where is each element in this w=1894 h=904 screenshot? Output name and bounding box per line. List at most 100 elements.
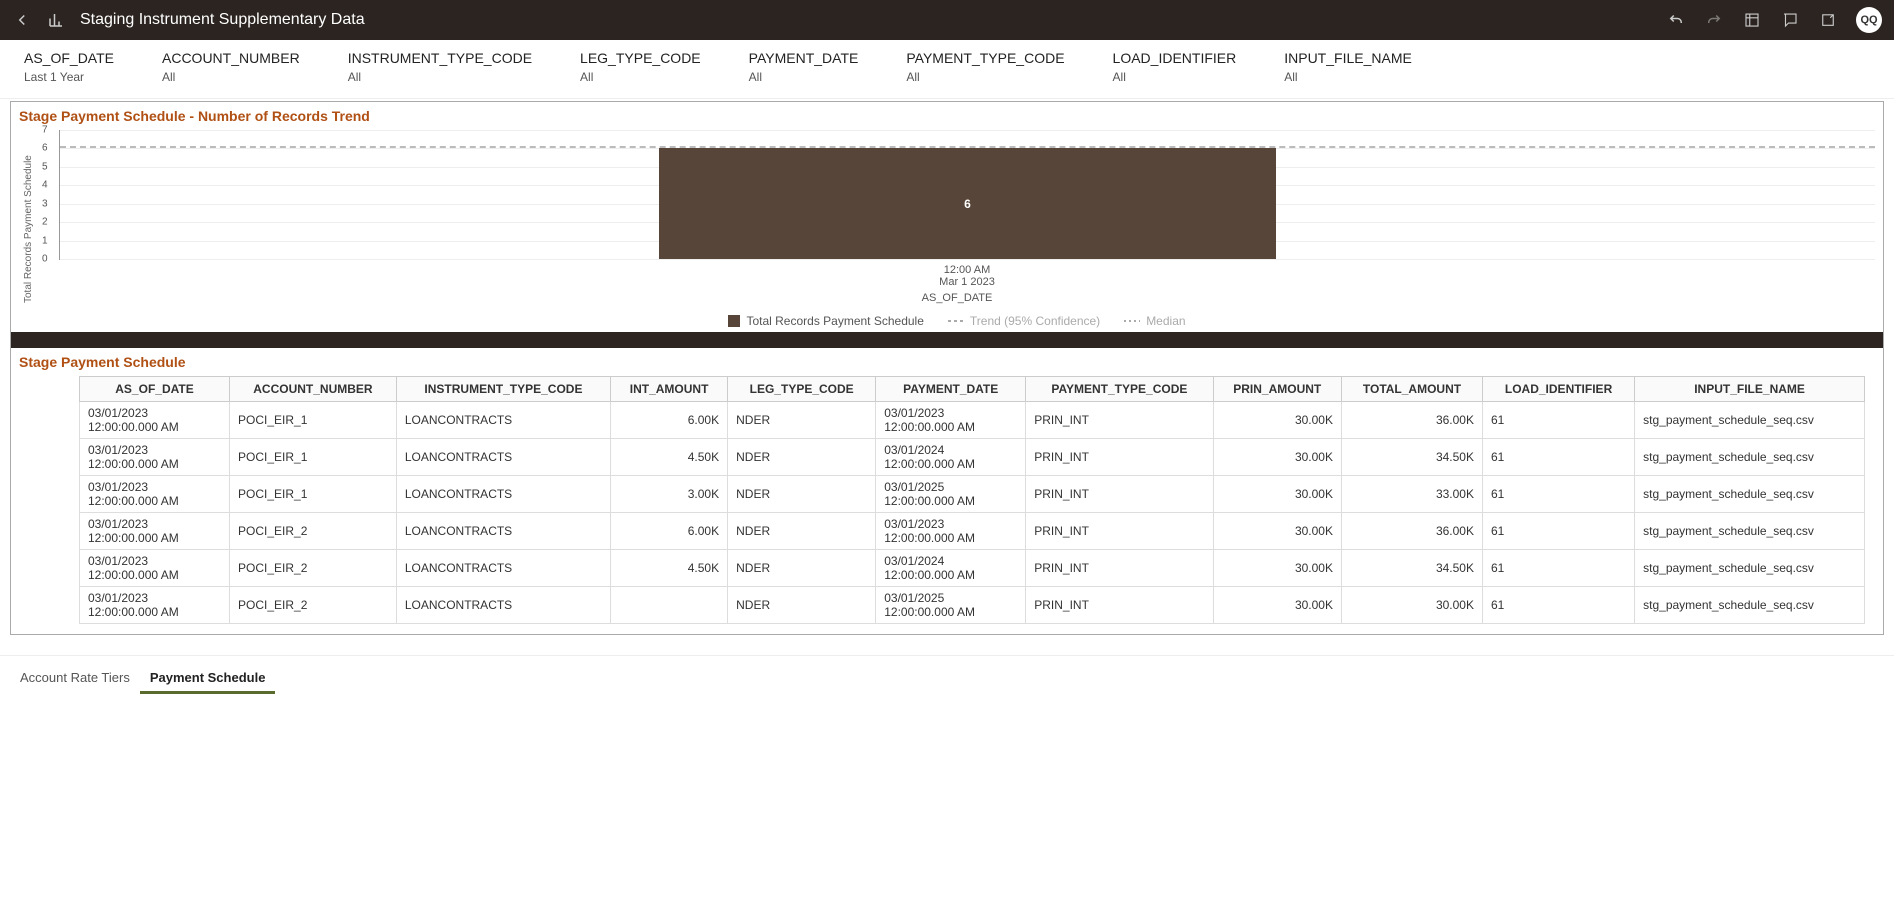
- table-cell: 03/01/2024 12:00:00.000 AM: [876, 550, 1026, 587]
- legend-trend[interactable]: Trend (95% Confidence): [948, 314, 1100, 328]
- table-title: Stage Payment Schedule: [19, 354, 1875, 370]
- redo-button[interactable]: [1704, 10, 1724, 30]
- undo-button[interactable]: [1666, 10, 1686, 30]
- table-cell: 34.50K: [1342, 439, 1483, 476]
- table-cell: 03/01/2025 12:00:00.000 AM: [876, 587, 1026, 624]
- table-cell: 4.50K: [611, 550, 728, 587]
- filter-value: All: [580, 70, 701, 84]
- table-cell: 61: [1482, 587, 1634, 624]
- tab-payment-schedule[interactable]: Payment Schedule: [140, 664, 276, 694]
- table-cell: POCI_EIR_2: [230, 550, 397, 587]
- filter-value: All: [162, 70, 300, 84]
- table-row[interactable]: 03/01/2023 12:00:00.000 AM POCI_EIR_2LOAN…: [80, 513, 1865, 550]
- table-cell: LOANCONTRACTS: [396, 476, 610, 513]
- filter-load_identifier[interactable]: LOAD_IDENTIFIERAll: [1113, 50, 1237, 84]
- table-cell: PRIN_INT: [1026, 587, 1213, 624]
- table-cell: stg_payment_schedule_seq.csv: [1635, 513, 1865, 550]
- col-header[interactable]: PAYMENT_TYPE_CODE: [1026, 377, 1213, 402]
- col-header[interactable]: LOAD_IDENTIFIER: [1482, 377, 1634, 402]
- filter-label: AS_OF_DATE: [24, 50, 114, 66]
- col-header[interactable]: ACCOUNT_NUMBER: [230, 377, 397, 402]
- table-cell: LOANCONTRACTS: [396, 513, 610, 550]
- chart-bar[interactable]: 6: [659, 148, 1276, 259]
- tab-account-rate-tiers[interactable]: Account Rate Tiers: [10, 664, 140, 694]
- table-cell: stg_payment_schedule_seq.csv: [1635, 402, 1865, 439]
- avatar[interactable]: QQ: [1856, 7, 1882, 33]
- filter-payment_type_code[interactable]: PAYMENT_TYPE_CODEAll: [906, 50, 1064, 84]
- table-row[interactable]: 03/01/2023 12:00:00.000 AMPOCI_EIR_1LOAN…: [80, 439, 1865, 476]
- table-cell: 61: [1482, 513, 1634, 550]
- table-cell: PRIN_INT: [1026, 476, 1213, 513]
- legend-trendline-icon: [948, 320, 964, 322]
- legend-median[interactable]: Median: [1124, 314, 1185, 328]
- table-cell: NDER: [728, 439, 876, 476]
- table-cell: 03/01/2023 12:00:00.000 AM: [876, 513, 1026, 550]
- filter-row: AS_OF_DATELast 1 YearACCOUNT_NUMBERAllIN…: [0, 40, 1894, 99]
- table-cell: PRIN_INT: [1026, 402, 1213, 439]
- ytick: 7: [42, 125, 48, 136]
- col-header[interactable]: TOTAL_AMOUNT: [1342, 377, 1483, 402]
- table-row[interactable]: 03/01/2023 12:00:00.000 AMPOCI_EIR_2LOAN…: [80, 587, 1865, 624]
- topbar: Staging Instrument Supplementary Data QQ: [0, 0, 1894, 40]
- table-cell: 03/01/2023 12:00:00.000 AM: [80, 402, 230, 439]
- table-cell: stg_payment_schedule_seq.csv: [1635, 476, 1865, 513]
- filter-leg_type_code[interactable]: LEG_TYPE_CODE All: [580, 50, 701, 84]
- col-header[interactable]: INPUT_FILE_NAME: [1635, 377, 1865, 402]
- table-cell: POCI_EIR_2: [230, 587, 397, 624]
- filter-input_file_name[interactable]: INPUT_FILE_NAMEAll: [1284, 50, 1412, 84]
- table-cell: PRIN_INT: [1026, 439, 1213, 476]
- table-cell: 6.00K: [611, 513, 728, 550]
- filter-label: LOAD_IDENTIFIER: [1113, 50, 1237, 66]
- chart-xtick-date: Mar 1 2023: [59, 276, 1875, 288]
- col-header[interactable]: AS_OF_DATE: [80, 377, 230, 402]
- data-table: AS_OF_DATEACCOUNT_NUMBERINSTRUMENT_TYPE_…: [79, 376, 1865, 624]
- ytick: 6: [42, 143, 48, 154]
- table-cell: 03/01/2025 12:00:00.000 AM: [876, 476, 1026, 513]
- table-cell: [611, 587, 728, 624]
- chart-xlabel: AS_OF_DATE: [39, 292, 1875, 304]
- table-cell: 03/01/2023 12:00:00.000 AM: [80, 550, 230, 587]
- table-cell: 03/01/2024 12:00:00.000 AM: [876, 439, 1026, 476]
- filter-account_number[interactable]: ACCOUNT_NUMBER All: [162, 50, 300, 84]
- col-header[interactable]: INT_AMOUNT: [611, 377, 728, 402]
- ytick: 4: [42, 180, 48, 191]
- chart-plot: 012345676: [59, 130, 1875, 260]
- table-cell: 30.00K: [1213, 476, 1342, 513]
- filter-as_of_date[interactable]: AS_OF_DATELast 1 Year: [24, 50, 114, 84]
- ytick: 5: [42, 161, 48, 172]
- legend-main[interactable]: Total Records Payment Schedule: [728, 314, 923, 328]
- col-header[interactable]: PRIN_AMOUNT: [1213, 377, 1342, 402]
- filter-value: All: [749, 70, 859, 84]
- back-button[interactable]: [12, 10, 32, 30]
- refresh-button[interactable]: [1742, 10, 1762, 30]
- filter-label: LEG_TYPE_CODE: [580, 50, 701, 66]
- table-row[interactable]: 03/01/2023 12:00:00.000 AMPOCI_EIR_1LOAN…: [80, 476, 1865, 513]
- col-header[interactable]: INSTRUMENT_TYPE_CODE: [396, 377, 610, 402]
- table-cell: POCI_EIR_1: [230, 402, 397, 439]
- filter-value: All: [348, 70, 532, 84]
- ytick: 1: [42, 235, 48, 246]
- table-cell: NDER: [728, 513, 876, 550]
- table-cell: 03/01/2023 12:00:00.000 AM: [876, 402, 1026, 439]
- filter-instrument_type_code[interactable]: INSTRUMENT_TYPE_CODEAll: [348, 50, 532, 84]
- filter-payment_date[interactable]: PAYMENT_DATEAll: [749, 50, 859, 84]
- table-row[interactable]: 03/01/2023 12:00:00.000 AMPOCI_EIR_2LOAN…: [80, 550, 1865, 587]
- table-cell: LOANCONTRACTS: [396, 587, 610, 624]
- col-header[interactable]: LEG_TYPE_CODE: [728, 377, 876, 402]
- table-cell: POCI_EIR_2: [230, 513, 397, 550]
- table-row[interactable]: 03/01/2023 12:00:00.000 AMPOCI_EIR_1LOAN…: [80, 402, 1865, 439]
- table-cell: POCI_EIR_1: [230, 439, 397, 476]
- table-cell: NDER: [728, 402, 876, 439]
- comment-button[interactable]: [1780, 10, 1800, 30]
- filter-label: INPUT_FILE_NAME: [1284, 50, 1412, 66]
- ytick: 3: [42, 198, 48, 209]
- col-header[interactable]: PAYMENT_DATE: [876, 377, 1026, 402]
- filter-label: ACCOUNT_NUMBER: [162, 50, 300, 66]
- chart-xtick-time: 12:00 AM: [59, 264, 1875, 276]
- table-cell: PRIN_INT: [1026, 513, 1213, 550]
- export-button[interactable]: [1818, 10, 1838, 30]
- table-cell: LOANCONTRACTS: [396, 402, 610, 439]
- table-cell: stg_payment_schedule_seq.csv: [1635, 587, 1865, 624]
- table-cell: NDER: [728, 476, 876, 513]
- filter-value: All: [906, 70, 1064, 84]
